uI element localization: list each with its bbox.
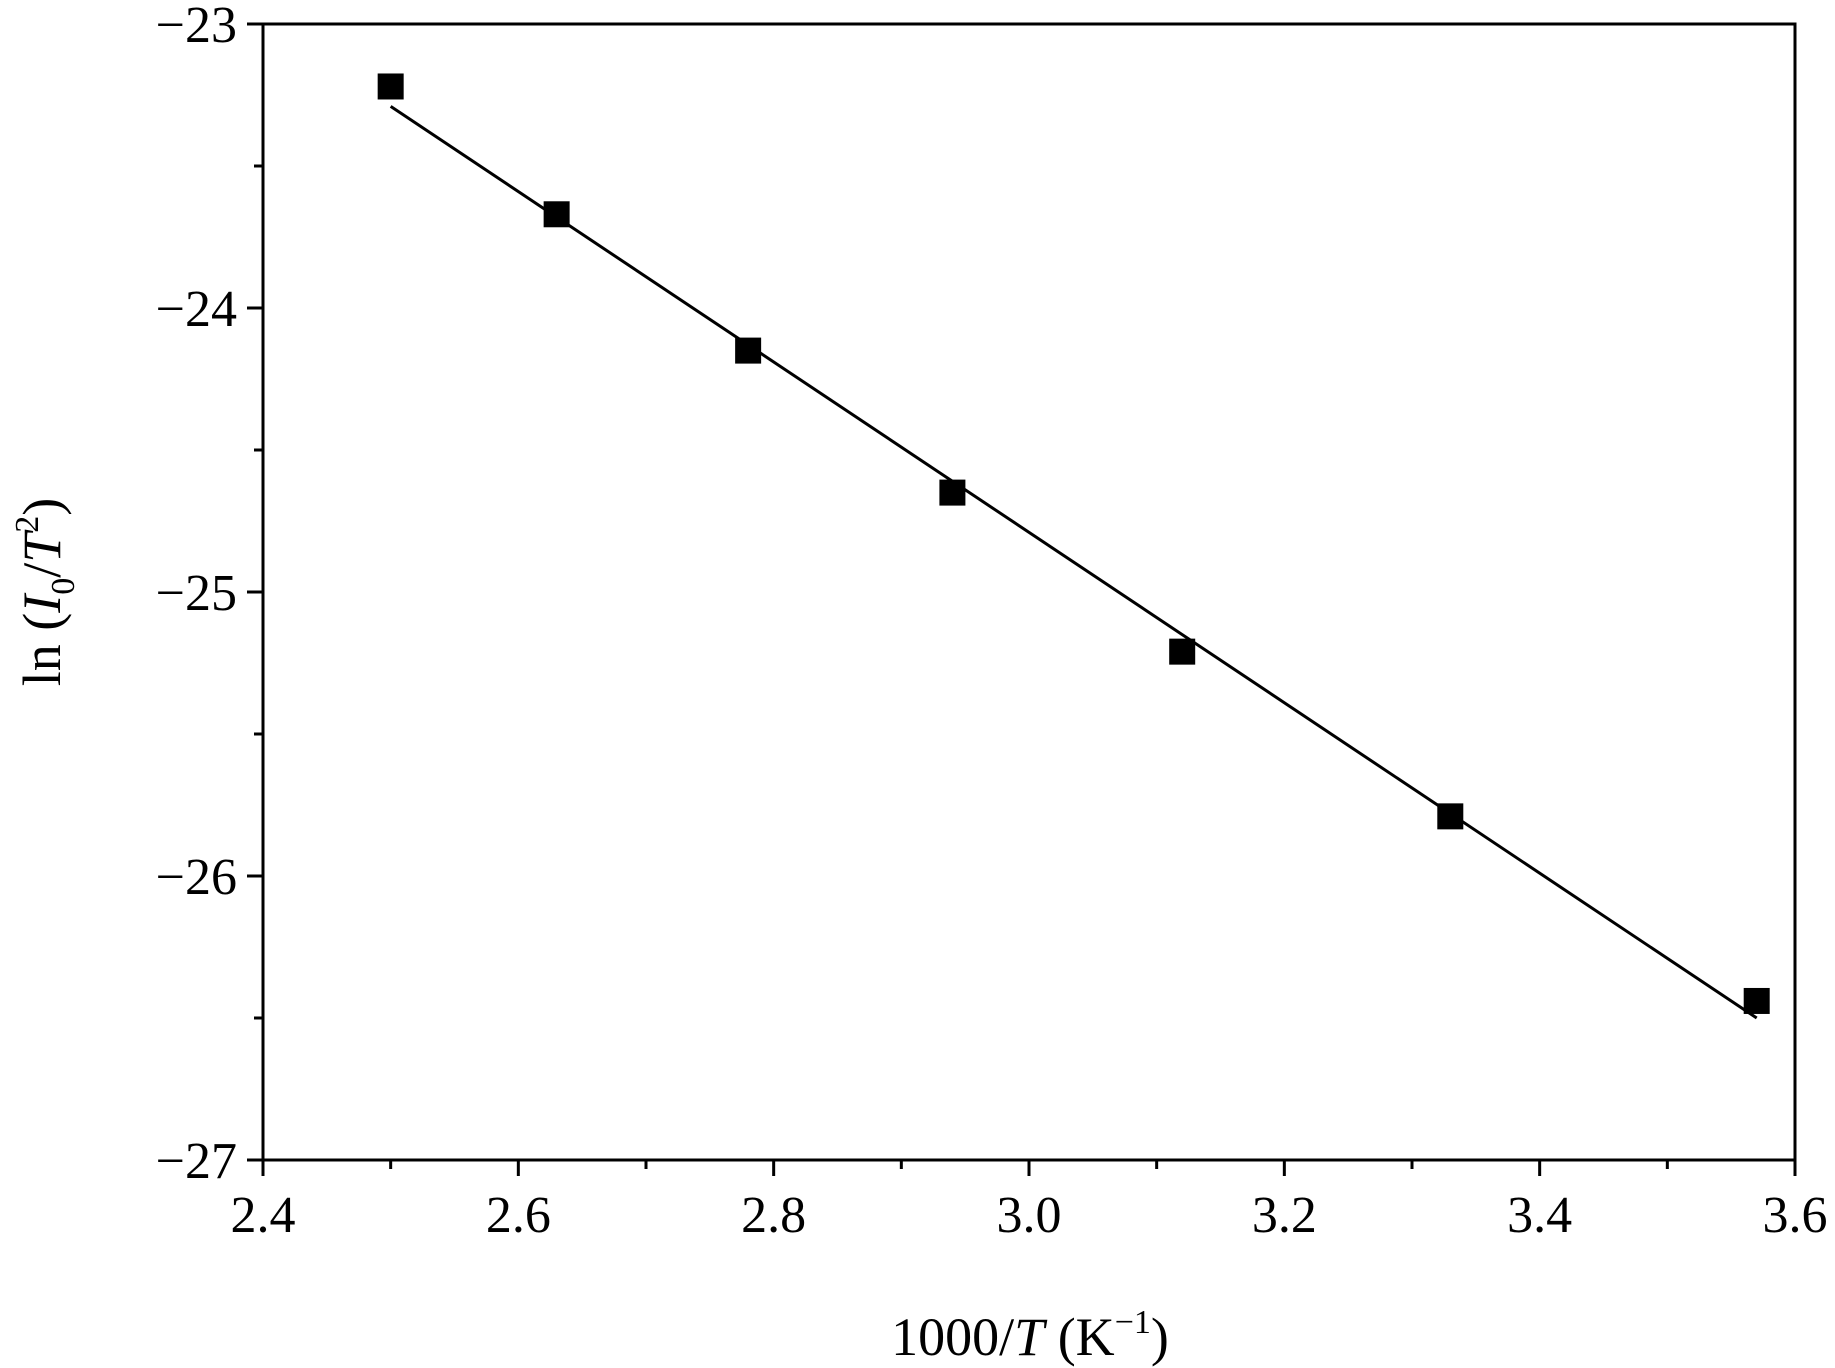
x-tick-label: 3.2 [1252,1187,1317,1244]
x-tick-label: 3.6 [1763,1187,1828,1244]
y-tick-label: −24 [156,281,237,338]
x-tick-label: 2.8 [741,1187,806,1244]
x-tick-label: 3.0 [997,1187,1062,1244]
y-axis-ticks: −27 −26 −25 −24 −23 [156,0,263,1190]
data-point [1169,638,1196,665]
x-axis-label: 1000/T (K−1) [891,1304,1169,1367]
fit-line [389,105,1758,1020]
data-point [543,201,570,228]
data-points [377,73,1770,1014]
data-point [1743,987,1770,1014]
y-tick-label: −23 [156,0,237,54]
data-point [939,479,966,506]
y-tick-label: −27 [156,1133,237,1190]
data-point [735,337,762,364]
x-tick-label: 2.6 [486,1187,551,1244]
data-point [377,73,404,100]
x-axis-ticks: 2.4 2.6 2.8 3.0 3.2 3.4 3.6 [231,1160,1828,1244]
x-tick-label: 3.4 [1507,1187,1572,1244]
data-point [1437,803,1464,830]
y-tick-label: −26 [156,849,237,906]
y-tick-label: −25 [156,565,237,622]
y-axis-label: ln (I0/T2) [9,498,82,687]
plot-frame [261,22,1797,1162]
x-tick-label: 2.4 [231,1187,296,1244]
